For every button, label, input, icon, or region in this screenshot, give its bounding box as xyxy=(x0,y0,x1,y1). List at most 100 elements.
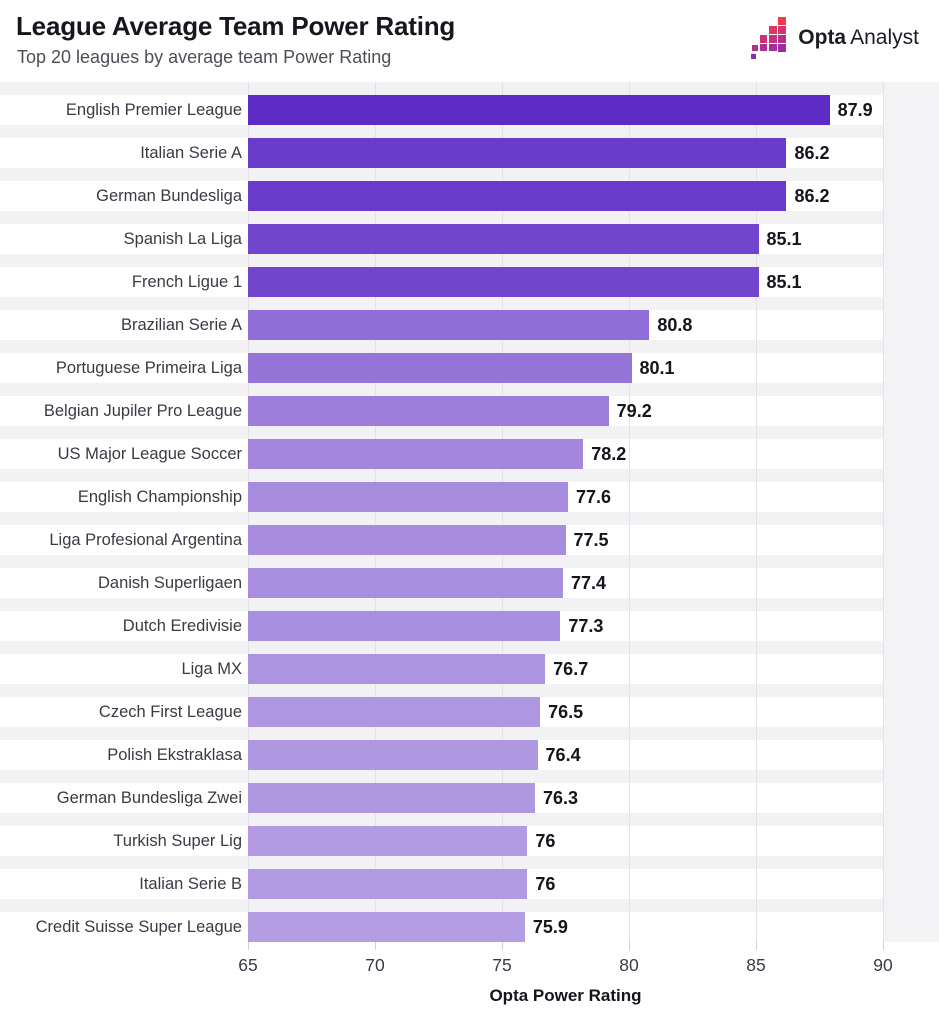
x-tick-label: 65 xyxy=(238,955,258,975)
category-label: English Championship xyxy=(77,487,242,506)
bar xyxy=(248,568,563,598)
category-label: Italian Serie B xyxy=(139,874,242,893)
gridline xyxy=(628,82,630,942)
chart-row: Turkish Super Lig 76 xyxy=(0,813,939,856)
x-tick-mark xyxy=(247,942,249,950)
bar-value-label: 76.4 xyxy=(545,744,581,765)
category-label: Credit Suisse Super League xyxy=(35,917,242,936)
bar xyxy=(248,310,650,340)
x-tick-label: 85 xyxy=(746,955,766,975)
bar-value-label: 85.1 xyxy=(766,271,802,292)
x-tick-mark xyxy=(374,942,376,950)
category-label: Italian Serie A xyxy=(140,143,242,162)
x-tick-label: 90 xyxy=(873,955,893,975)
bar xyxy=(248,783,536,813)
chart-row: English Premier League 87.9 xyxy=(0,82,939,125)
brand-analyst: Analyst xyxy=(850,26,919,49)
bar xyxy=(248,396,609,426)
bar xyxy=(248,912,525,942)
x-tick-mark xyxy=(755,942,757,950)
x-axis-title: Opta Power Rating xyxy=(489,986,642,1005)
opta-logo-icon xyxy=(751,17,787,59)
x-tick-mark xyxy=(628,942,630,950)
category-label: Spanish La Liga xyxy=(123,229,242,248)
bar-value-label: 76 xyxy=(535,873,556,894)
bar xyxy=(248,740,538,770)
bar-value-label: 80.8 xyxy=(657,314,693,335)
chart-row: Polish Ekstraklasa 76.4 xyxy=(0,727,939,770)
brand-opta: Opta xyxy=(798,26,847,49)
category-label: Turkish Super Lig xyxy=(113,831,242,850)
bar xyxy=(248,697,541,727)
bar xyxy=(248,654,546,684)
category-label: English Premier League xyxy=(65,100,242,119)
chart-row: English Championship 77.6 xyxy=(0,469,939,512)
x-tick-mark xyxy=(882,942,884,950)
bar-value-label: 77.6 xyxy=(576,486,612,507)
chart-row: Danish Superligaen 77.4 xyxy=(0,555,939,598)
chart-row: Spanish La Liga 85.1 xyxy=(0,211,939,254)
category-label: French Ligue 1 xyxy=(131,272,242,291)
category-label: Belgian Jupiler Pro League xyxy=(43,401,242,420)
category-label: Polish Ekstraklasa xyxy=(107,745,242,764)
x-tick-label: 70 xyxy=(365,955,385,975)
x-tick-label: 80 xyxy=(619,955,639,975)
category-label: Czech First League xyxy=(98,702,242,721)
category-label: Liga MX xyxy=(181,659,242,678)
chart-header: League Average Team Power Rating Top 20 … xyxy=(0,0,939,82)
category-label: Liga Profesional Argentina xyxy=(49,530,242,549)
chart-row: Belgian Jupiler Pro League 79.2 xyxy=(0,383,939,426)
bar xyxy=(248,181,787,211)
chart-row: Brazilian Serie A 80.8 xyxy=(0,297,939,340)
power-rating-bar-chart: English Premier League 87.9 Italian Serie … xyxy=(0,82,939,942)
opta-analyst-logo: Opta Analyst xyxy=(751,16,919,60)
bar xyxy=(248,95,830,125)
chart-row: Czech First League 76.5 xyxy=(0,684,939,727)
x-tick-label: 75 xyxy=(492,955,512,975)
chart-row: Liga MX 76.7 xyxy=(0,641,939,684)
gridline xyxy=(374,82,376,942)
bar xyxy=(248,439,584,469)
category-label: German Bundesliga Zwei xyxy=(56,788,242,807)
bar xyxy=(248,224,759,254)
chart-row: Italian Serie A 86.2 xyxy=(0,125,939,168)
bar-value-label: 78.2 xyxy=(591,443,627,464)
category-label: Brazilian Serie A xyxy=(120,315,242,334)
chart-row: Portuguese Primeira Liga 80.1 xyxy=(0,340,939,383)
bar xyxy=(248,353,632,383)
bar-value-label: 86.2 xyxy=(794,185,830,206)
chart-row: German Bundesliga Zwei 76.3 xyxy=(0,770,939,813)
bar-value-label: 80.1 xyxy=(639,357,675,378)
bar xyxy=(248,525,566,555)
page-title: League Average Team Power Rating xyxy=(16,11,456,41)
bar-value-label: 75.9 xyxy=(532,916,568,937)
chart-row: Dutch Eredivisie 77.3 xyxy=(0,598,939,641)
bar-value-label: 76 xyxy=(535,830,556,851)
bar-value-label: 76.7 xyxy=(553,658,589,679)
gridline xyxy=(247,82,249,942)
bar-value-label: 86.2 xyxy=(794,142,830,163)
x-axis: Opta Power Rating 65 70 75 80 85 90 xyxy=(0,942,939,1024)
category-label: Danish Superligaen xyxy=(97,573,242,592)
bar xyxy=(248,482,569,512)
bar-value-label: 79.2 xyxy=(616,400,652,421)
chart-row: Credit Suisse Super League 75.9 xyxy=(0,899,939,942)
chart-row: US Major League Soccer 78.2 xyxy=(0,426,939,469)
category-label: US Major League Soccer xyxy=(57,444,242,463)
bar xyxy=(248,826,528,856)
bar-value-label: 76.3 xyxy=(543,787,579,808)
category-label: Dutch Eredivisie xyxy=(122,616,242,635)
chart-row: Liga Profesional Argentina 77.5 xyxy=(0,512,939,555)
bar-value-label: 77.4 xyxy=(570,572,606,593)
bar xyxy=(248,869,528,899)
page-subtitle: Top 20 leagues by average team Power Rat… xyxy=(17,47,392,67)
x-tick-mark xyxy=(501,942,503,950)
bar-value-label: 76.5 xyxy=(548,701,584,722)
plot-right-margin xyxy=(884,82,939,942)
bar-value-label: 85.1 xyxy=(766,228,802,249)
gridline xyxy=(501,82,503,942)
brand-text: Opta Analyst xyxy=(798,26,919,50)
bar-value-label: 77.5 xyxy=(573,529,609,550)
bar xyxy=(248,611,561,641)
